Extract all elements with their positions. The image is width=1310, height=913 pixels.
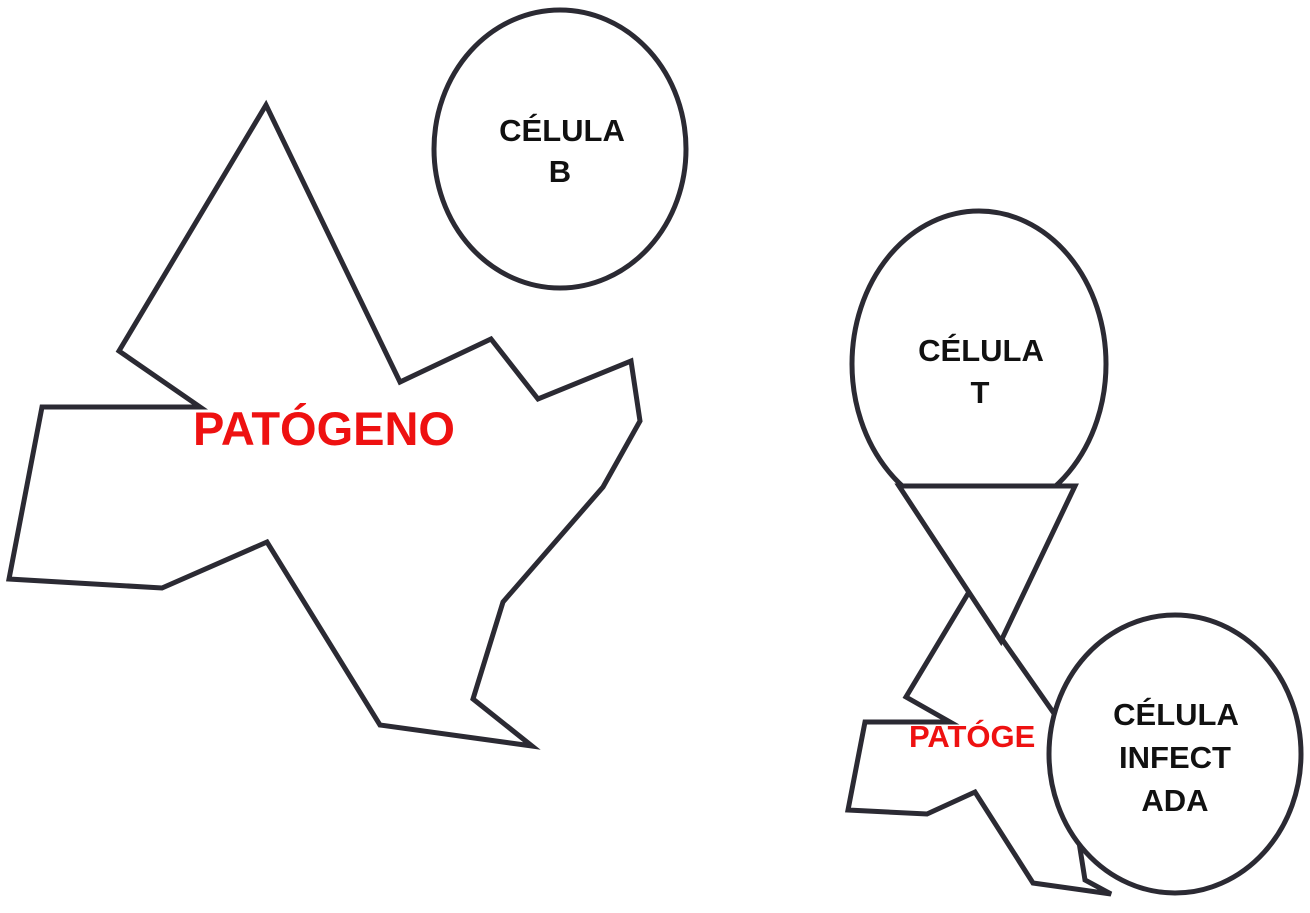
infected-cell-label-line3: ADA xyxy=(1141,783,1208,818)
b-cell-circle xyxy=(431,7,689,291)
t-cell-label-line1: CÉLULA xyxy=(918,333,1044,368)
pathogen-large-shape xyxy=(6,99,643,750)
t-cell-label-line2: T xyxy=(971,375,990,410)
pathogen-large-label: PATÓGENO xyxy=(193,402,455,455)
infected-cell-circle xyxy=(1046,612,1304,896)
infected-cell-label-line1: CÉLULA xyxy=(1113,697,1239,732)
infected-cell-label-line2: INFECT xyxy=(1119,740,1231,775)
b-cell-label-line2: B xyxy=(549,154,571,189)
pathogen-small-label: PATÓGE xyxy=(909,718,1035,754)
t-cell-receptor-triangle xyxy=(894,483,1079,647)
b-cell-label-line1: CÉLULA xyxy=(499,113,625,148)
right-group: PATÓGE CÉLULA T CÉLULA INFECT ADA xyxy=(844,208,1304,897)
pathogen-small-shape xyxy=(844,587,1113,897)
left-group: PATÓGENO CÉLULA B xyxy=(6,7,689,750)
